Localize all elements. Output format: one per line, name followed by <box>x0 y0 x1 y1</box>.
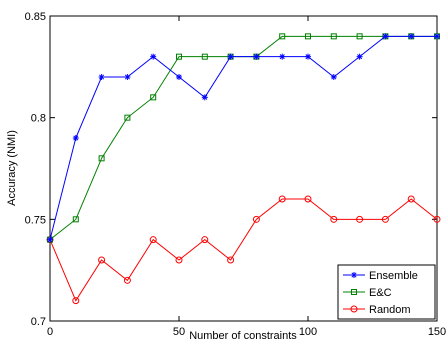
data-point-e-c <box>98 155 105 162</box>
y-tick-label: 0.85 <box>25 11 46 23</box>
data-point-random <box>381 215 389 223</box>
x-axis-label: Number of constraints <box>189 330 297 342</box>
data-point-ensemble <box>72 135 79 141</box>
data-point-ensemble <box>176 74 182 80</box>
y-tick-label: 0.7 <box>31 316 46 328</box>
data-point-random <box>278 195 286 203</box>
data-point-ensemble <box>124 74 131 80</box>
legend-label-ensemble: Ensemble <box>369 270 418 282</box>
series-line-random <box>49 198 438 302</box>
data-point-ensemble <box>382 33 389 40</box>
data-point-ensemble <box>47 236 53 243</box>
data-point-random <box>149 236 157 244</box>
data-point-e-c <box>330 33 337 40</box>
x-tick-label: 100 <box>299 326 317 338</box>
data-point-ensemble <box>305 53 311 60</box>
data-point-random <box>72 297 80 305</box>
y-tick-label: 0.75 <box>25 214 46 226</box>
data-point-e-c <box>201 53 208 60</box>
data-point-ensemble <box>279 53 286 60</box>
series-line-ensemble <box>49 35 437 240</box>
data-point-ensemble <box>253 53 260 60</box>
data-point-ensemble <box>201 94 208 101</box>
data-point-random <box>330 215 338 223</box>
data-point-random <box>433 215 441 223</box>
data-point-e-c <box>150 94 157 101</box>
legend-label-random: Random <box>369 304 411 316</box>
data-point-ensemble <box>150 53 157 60</box>
data-point-random <box>123 276 131 284</box>
data-point-e-c <box>176 53 182 60</box>
legend-marker-ensemble <box>351 272 357 278</box>
legend-label-e-c: E&C <box>369 287 392 299</box>
x-tick-label: 0 <box>47 326 53 338</box>
data-point-random <box>407 195 415 203</box>
data-point-ensemble <box>356 53 363 60</box>
data-point-ensemble <box>408 33 415 40</box>
data-point-random <box>98 256 106 264</box>
data-point-e-c <box>279 33 286 40</box>
data-point-random <box>227 256 235 264</box>
y-axis-label: Accuracy (NMI) <box>6 130 18 206</box>
data-point-ensemble <box>330 74 337 80</box>
data-point-ensemble <box>227 53 234 60</box>
legend: Ensemble E&C Random <box>337 264 436 320</box>
data-point-random <box>356 215 364 223</box>
data-point-e-c <box>72 216 79 223</box>
data-point-e-c <box>305 33 311 40</box>
data-point-random <box>175 256 183 264</box>
legend-marker-e-c <box>351 289 357 295</box>
x-tick-label: 150 <box>428 326 446 338</box>
data-point-e-c <box>124 114 131 121</box>
x-tick-label: 50 <box>173 326 185 338</box>
data-point-e-c <box>356 33 363 40</box>
data-point-random <box>304 195 312 203</box>
y-tick-label: 0.8 <box>31 113 46 125</box>
data-point-ensemble <box>434 33 440 40</box>
legend-marker-random <box>350 305 358 313</box>
data-point-random <box>201 236 209 244</box>
data-point-ensemble <box>98 74 105 80</box>
data-point-random <box>252 215 260 223</box>
